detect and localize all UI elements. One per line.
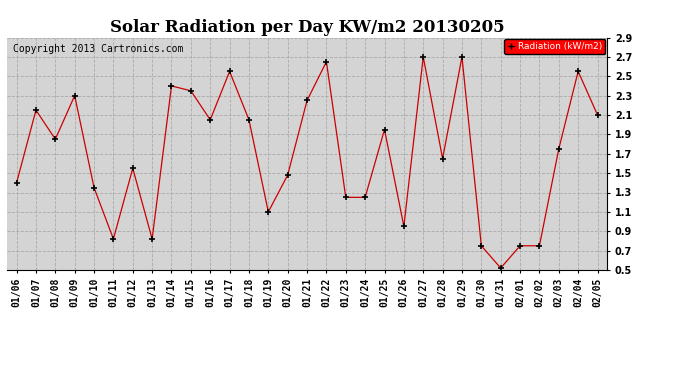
Text: Copyright 2013 Cartronics.com: Copyright 2013 Cartronics.com [13, 45, 184, 54]
Legend: Radiation (kW/m2): Radiation (kW/m2) [504, 39, 605, 54]
Title: Solar Radiation per Day KW/m2 20130205: Solar Radiation per Day KW/m2 20130205 [110, 19, 504, 36]
